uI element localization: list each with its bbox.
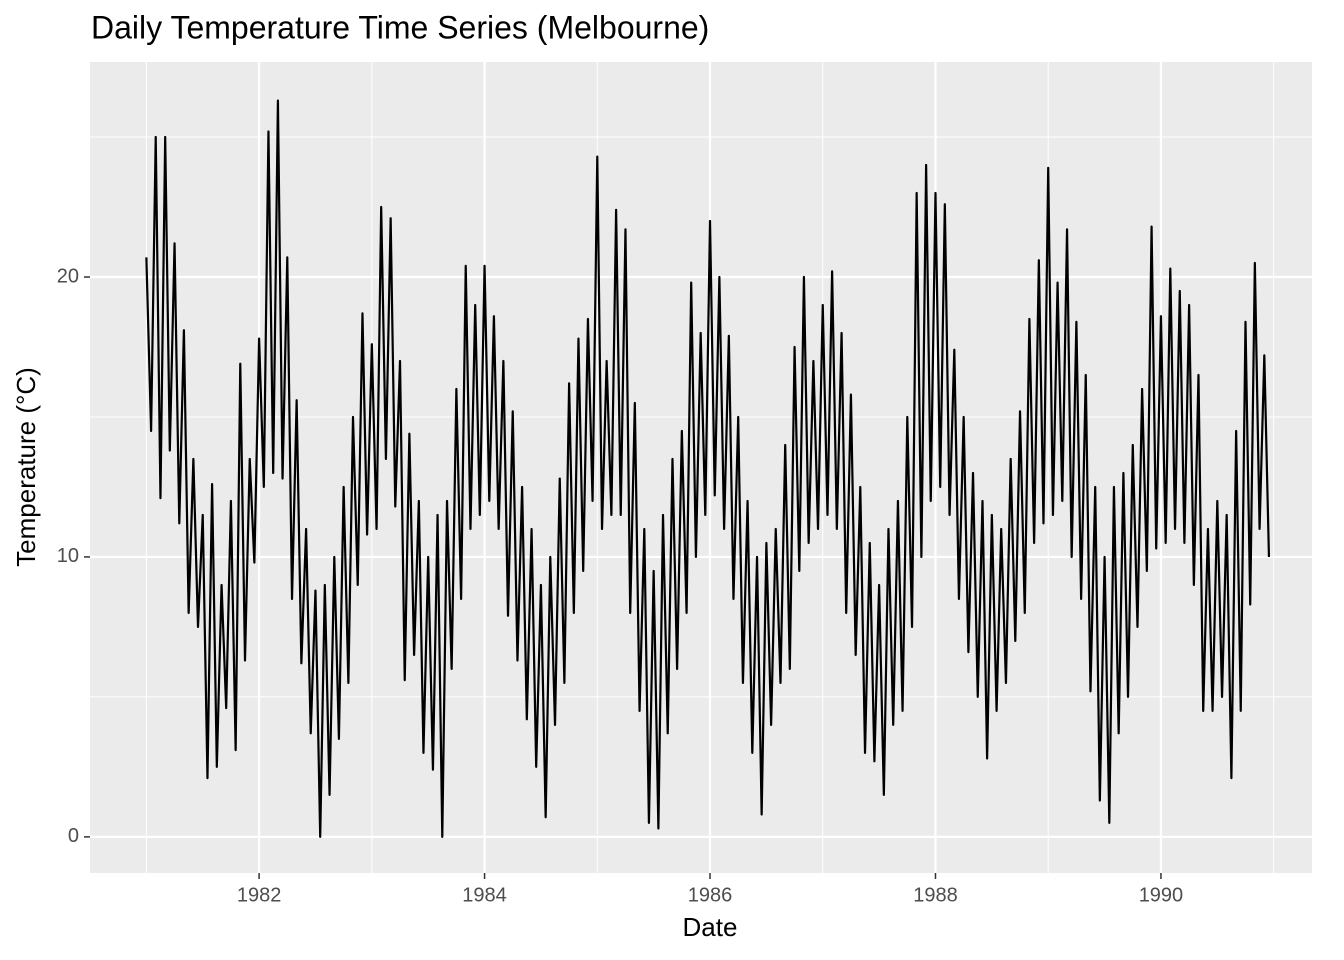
temperature-line bbox=[145, 99, 1271, 838]
y-tick-label: 0 bbox=[68, 825, 79, 847]
chart-title: Daily Temperature Time Series (Melbourne… bbox=[91, 9, 709, 45]
plot-area bbox=[145, 99, 1271, 838]
x-tick-label: 1982 bbox=[237, 884, 282, 906]
x-tick-label: 1984 bbox=[462, 884, 507, 906]
y-tick-label: 20 bbox=[57, 265, 79, 287]
x-tick-label: 1988 bbox=[913, 884, 958, 906]
x-axis-title: Date bbox=[683, 912, 738, 942]
x-tick-label: 1986 bbox=[688, 884, 733, 906]
x-tick-label: 1990 bbox=[1139, 884, 1184, 906]
y-tick-label: 10 bbox=[57, 545, 79, 567]
y-axis-title: Temperature (°C) bbox=[11, 367, 41, 567]
